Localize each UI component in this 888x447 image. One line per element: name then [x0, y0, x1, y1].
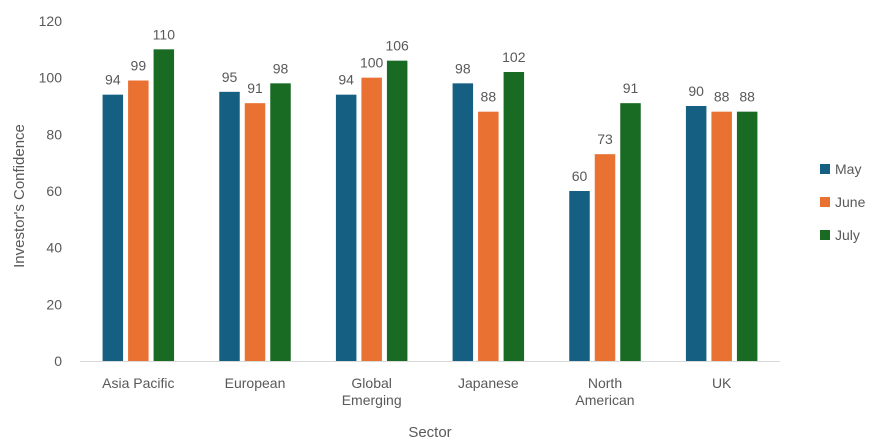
- data-label: 91: [623, 80, 639, 96]
- data-label: 98: [455, 60, 471, 76]
- data-label: 100: [360, 55, 384, 71]
- category-label-line: Japanese: [458, 375, 519, 391]
- y-axis-title: Investor's Confidence: [11, 124, 28, 268]
- data-label: 94: [105, 72, 121, 88]
- category-label: Global Emerging: [342, 375, 402, 408]
- data-label: 60: [572, 168, 588, 184]
- data-label: 73: [597, 131, 613, 147]
- bar-june-4: [594, 154, 616, 361]
- y-tick-label: 80: [46, 126, 62, 142]
- category-labels: Asia Pacific European Global Emerging Japane…: [102, 375, 732, 408]
- legend-swatch-june: [820, 197, 830, 207]
- data-label: 88: [739, 89, 755, 105]
- data-label: 95: [222, 69, 238, 85]
- category-label: Asia Pacific: [102, 375, 174, 391]
- legend-label: July: [835, 227, 860, 243]
- bar-may-4: [569, 191, 590, 361]
- data-label: 98: [273, 60, 289, 76]
- category-label-line: Emerging: [342, 392, 402, 408]
- bar-june-2: [361, 77, 382, 362]
- bar-june-0: [128, 80, 149, 361]
- bar-july-4: [620, 103, 641, 362]
- legend-swatch-july: [820, 230, 830, 240]
- bar-july-0: [153, 49, 175, 361]
- y-tick-label: 100: [39, 70, 63, 86]
- data-label: 88: [481, 89, 497, 105]
- bar-june-5: [711, 111, 732, 362]
- bar-july-3: [503, 72, 525, 361]
- category-label-line: Asia Pacific: [102, 375, 174, 391]
- bar-may-3: [452, 83, 474, 361]
- category-label: European: [225, 375, 286, 391]
- y-tick-label: 120: [39, 13, 63, 29]
- category-label: North American: [575, 375, 634, 408]
- legend-label: May: [835, 161, 861, 177]
- bar-may-5: [685, 106, 707, 361]
- legend-swatch-may: [820, 164, 830, 174]
- data-label: 106: [385, 38, 409, 54]
- category-label-line: UK: [712, 375, 732, 391]
- bar-june-1: [244, 103, 266, 362]
- y-tick-label: 20: [46, 296, 62, 312]
- bars: [102, 49, 758, 362]
- x-axis-title: Sector: [408, 424, 451, 441]
- data-label: 102: [502, 49, 526, 65]
- y-tick-label: 60: [46, 183, 62, 199]
- y-axis-ticks: 0 20 40 60 80 100 120: [39, 13, 63, 369]
- bar-may-2: [335, 94, 357, 362]
- bar-may-0: [102, 94, 124, 362]
- data-label: 90: [688, 83, 704, 99]
- y-tick-label: 40: [46, 240, 62, 256]
- category-label-line: Global: [351, 375, 391, 391]
- category-label: UK: [712, 375, 732, 391]
- bar-june-3: [478, 111, 499, 362]
- bar-july-5: [736, 111, 758, 362]
- data-label: 91: [247, 80, 263, 96]
- data-label: 88: [714, 89, 730, 105]
- bar-may-1: [219, 91, 240, 361]
- data-label: 110: [153, 26, 176, 42]
- category-label-line: European: [225, 375, 286, 391]
- legend: May June July: [820, 161, 866, 243]
- category-label: Japanese: [458, 375, 519, 391]
- data-label: 99: [131, 58, 147, 74]
- bar-july-1: [270, 83, 291, 361]
- bar-july-2: [386, 60, 408, 362]
- category-label-line: North: [588, 375, 622, 391]
- legend-label: June: [835, 194, 866, 210]
- data-label: 94: [338, 72, 354, 88]
- category-label-line: American: [575, 392, 634, 408]
- y-tick-label: 0: [54, 353, 62, 369]
